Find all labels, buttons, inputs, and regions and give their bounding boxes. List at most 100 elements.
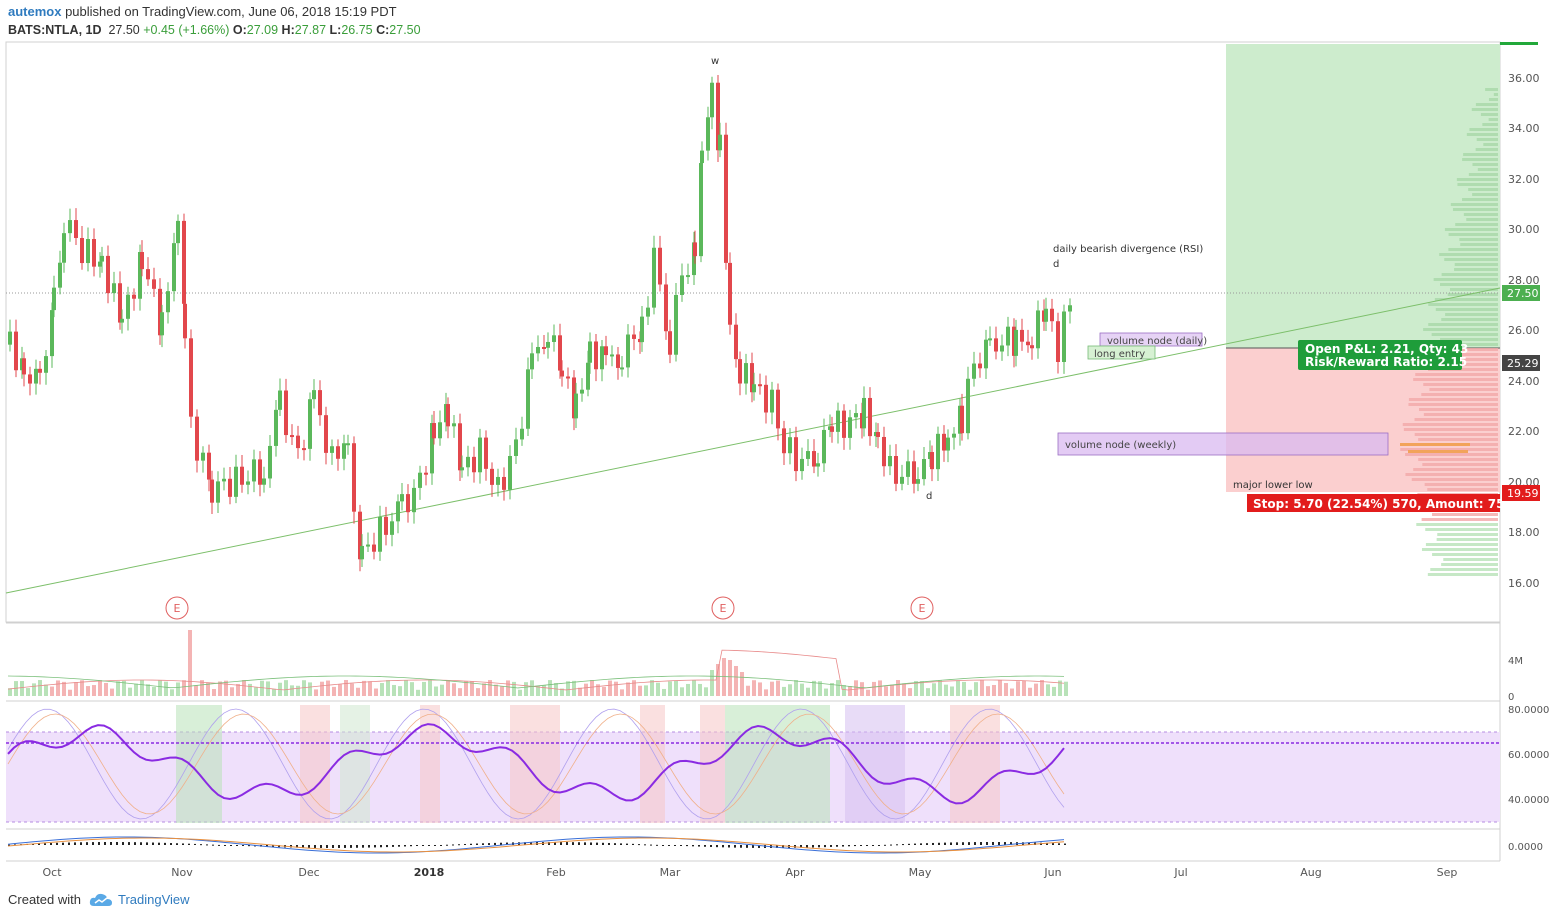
candle-body [34,368,38,384]
volume-profile-bar [1472,163,1498,166]
volume-bar [872,681,876,696]
volume-bar [518,689,522,696]
profit-zone[interactable] [1226,44,1500,348]
volume-bar [80,680,84,696]
volume-bar [716,664,720,696]
chart-header: autemox published on TradingView.com, Ju… [0,0,1558,42]
candle-body [278,390,282,410]
volume-profile-bar [1432,553,1498,556]
tradingview-cloud-icon[interactable] [88,891,114,909]
candle-body [632,334,636,339]
candle-body [1030,345,1034,349]
candle-body [138,252,142,299]
candle-body [854,413,858,418]
macd-bar [194,843,196,845]
volume-bar [560,688,564,696]
volume-bar [1040,680,1044,696]
pnl-label[interactable]: Open P&L: 2.21, Qty: 43 Risk/Reward Rati… [1298,340,1468,370]
macd-bar [710,845,712,847]
candle-body [894,456,898,484]
macd-bar [368,845,370,848]
price-axis[interactable]: 36.00 34.00 32.00 30.00 28.00 26.00 24.0… [1502,72,1540,590]
stop-label[interactable]: Stop: 5.70 (22.54%) 570, Amount: 754. [1247,494,1517,512]
macd-bar [560,842,562,845]
volume-bar [98,680,102,696]
macd-bar [566,842,568,845]
macd-bar [356,845,358,848]
volume-bar [350,683,354,696]
candle-body [14,331,18,371]
volume-profile-bar [1431,333,1498,336]
macd-bar [314,845,316,848]
candle-body [616,354,620,368]
candle-body [800,458,804,472]
volume-profile-bar [1469,128,1498,131]
macd-bar [824,845,826,848]
support-trendline[interactable] [5,287,1501,594]
volume-bar [338,684,342,696]
volume-bar [152,686,156,696]
macd-bar [992,842,994,845]
macd-bar [860,845,862,846]
volume-bar [422,681,426,696]
macd-histogram [8,842,1066,848]
price-tick: 26.00 [1508,324,1540,337]
time-tick: Aug [1300,866,1321,879]
earnings-marker[interactable]: E [711,596,735,620]
volume-bar [260,680,264,696]
volume-bar [674,680,678,696]
volume-bar [92,685,96,696]
volume-bar [68,689,72,696]
long-entry-box[interactable] [1087,345,1156,360]
earnings-marker[interactable]: E [165,596,189,620]
candle-body [92,238,96,267]
volume-profile-bar [1475,103,1498,106]
time-axis[interactable]: Oct Nov Dec 2018 Feb Mar Apr May Jun Jul… [42,866,1457,879]
volume-bar [776,680,780,696]
symbol-label[interactable]: BATS:NTLA, 1D [8,23,102,37]
volume-bar [668,681,672,696]
high-value: 27.87 [294,23,327,37]
candle-body [98,261,102,267]
price-tick: 16.00 [1508,577,1540,590]
volume-bar [320,681,324,696]
volume-node-weekly-box[interactable] [1057,432,1389,456]
volume-profile-bar [1413,378,1498,381]
candle-body [418,472,422,488]
candle-body [542,346,546,349]
volume-profile-bar [1415,373,1498,376]
macd-bar [752,845,754,848]
tradingview-brand-link[interactable]: TradingView [118,892,190,907]
rsi-line[interactable] [7,723,1065,805]
macd-bar [548,842,550,845]
volume-profile-poc [1400,443,1470,446]
volume-bar [554,682,558,696]
publish-text: published on TradingView.com, June 06, 2… [61,4,397,19]
volume-series[interactable] [8,630,1068,696]
candle-body [640,316,644,343]
candle-body [412,487,416,513]
volume-bar [770,681,774,696]
candle-body [302,448,306,451]
candle-body [728,262,732,325]
chart-canvas[interactable]: volume node (daily) long entry volume no… [0,0,1558,885]
last-price-tag-text: 27.50 [1507,287,1539,300]
volume-profile-bar [1434,298,1498,301]
candle-body [252,459,256,482]
macd-bar [188,843,190,845]
author-link[interactable]: autemox [8,4,62,19]
candle-body [22,358,26,375]
stop-price-tag [1502,485,1540,501]
volume-profile-bar [1422,463,1498,466]
volume-bar [158,680,162,696]
volume-profile-bar [1427,488,1498,491]
candlestick-series[interactable] [8,75,1072,572]
volume-profile-bar [1403,428,1498,431]
volume-bar [26,688,30,696]
candle-body [246,481,250,485]
candle-body [296,435,300,449]
candle-body [318,390,322,416]
volume-bar [1022,680,1026,696]
volume-profile-bar [1400,448,1498,451]
earnings-marker[interactable]: E [910,596,934,620]
